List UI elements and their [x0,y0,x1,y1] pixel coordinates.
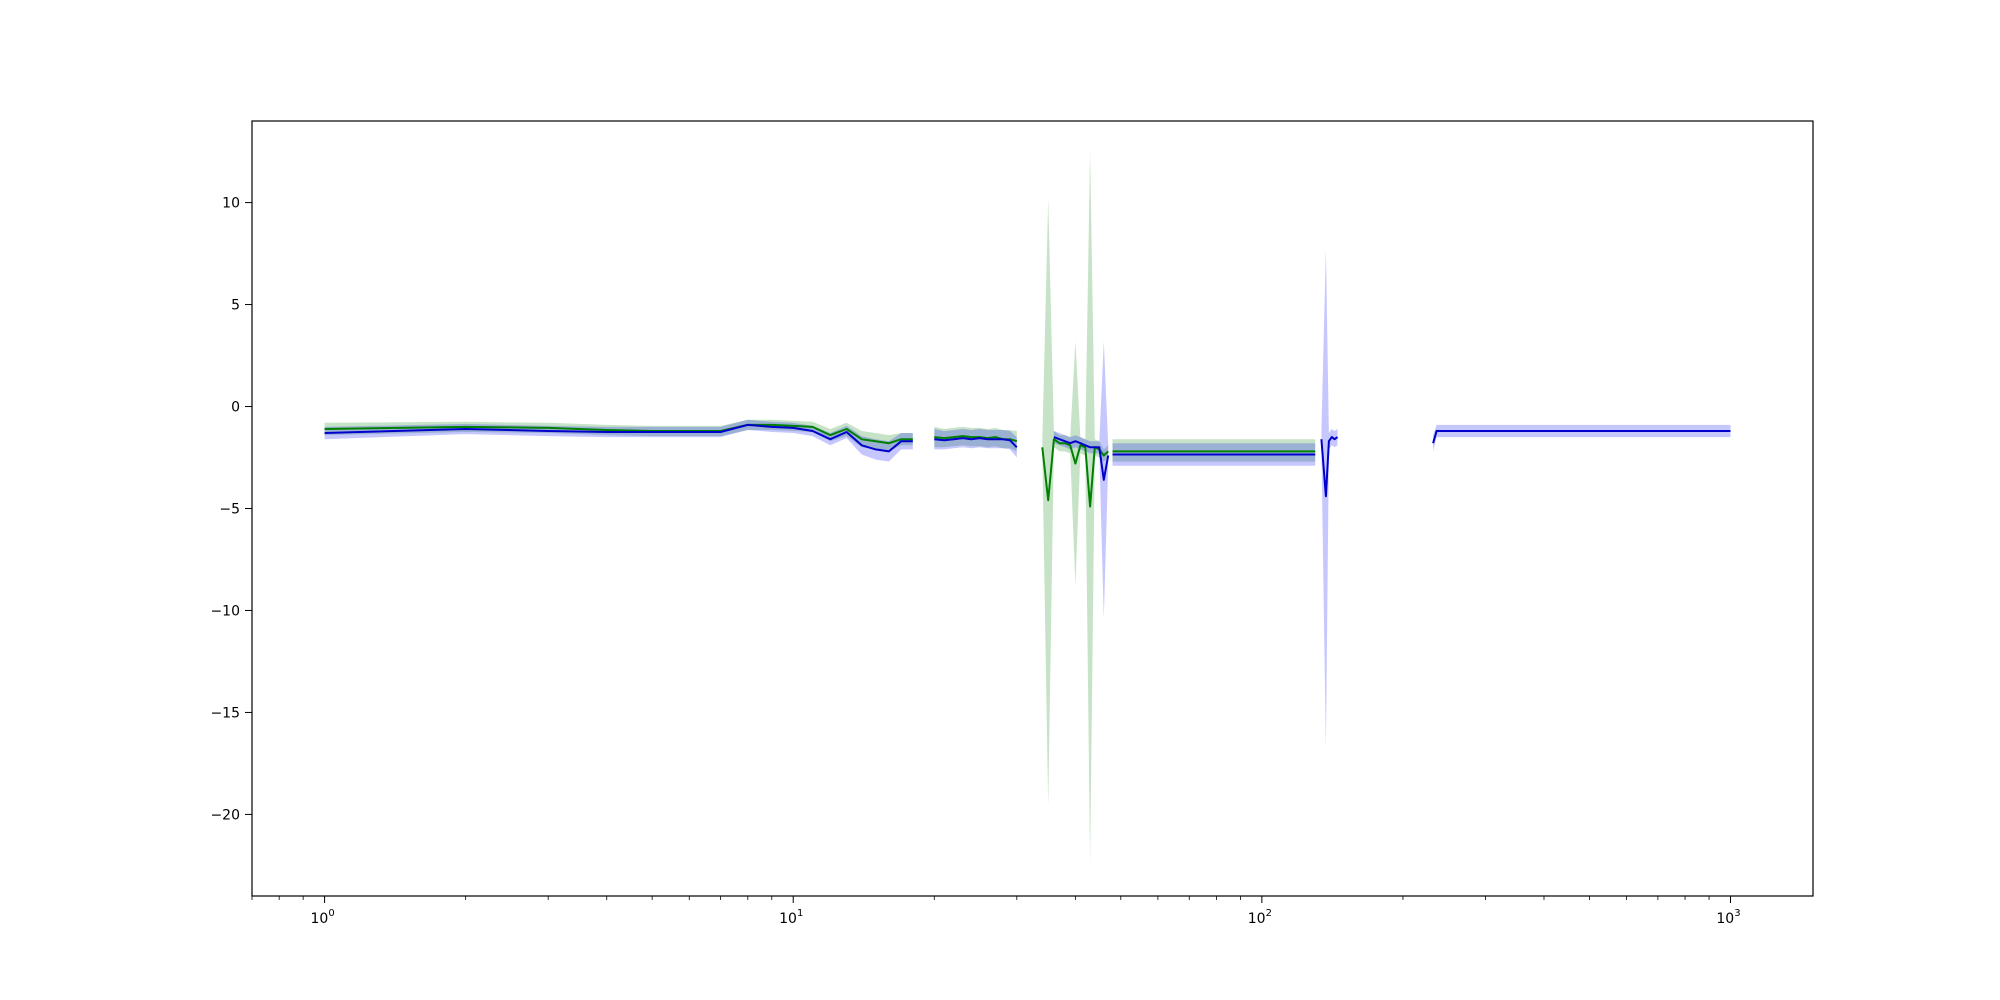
y-tick-label: 0 [231,400,240,416]
series-1-line-segment-2 [1053,436,1110,481]
series-0-band-segment-2 [1042,149,1109,864]
series-0-line-segment-0 [324,423,913,445]
x-tick-label: 101 [779,908,803,927]
series-1-band-segment-0 [324,419,913,462]
series-1-band-segment-2 [1053,341,1109,619]
y-tick-label: 5 [231,298,240,314]
y-tick-label: −5 [219,502,240,518]
series-1-line-segment-5 [1432,430,1731,444]
plot-frame [251,120,1814,897]
x-tick-label: 102 [1248,908,1272,927]
y-tick-label: −15 [210,705,240,721]
y-tick-label: −10 [210,603,240,619]
series-1-line-segment-4 [1320,436,1339,498]
y-axis: 10 5 0 −5 −10 −15 −20 [210,196,252,823]
series-1-band-segment-1 [934,429,1017,458]
y-tick-label: 10 [222,196,240,212]
series-1-line-segment-1 [934,437,1018,448]
x-tick-label: 103 [1716,908,1740,927]
x-axis: 100 101 102 103 [251,896,1741,927]
y-tick-label: −20 [210,807,240,823]
series-1-band-segment-4 [1321,249,1338,750]
confidence-bands [324,149,1731,864]
series-1-line-segment-0 [324,423,913,453]
x-tick-label: 100 [310,908,334,927]
series-1-band-segment-5 [1433,424,1731,452]
series-lines [324,423,1731,508]
